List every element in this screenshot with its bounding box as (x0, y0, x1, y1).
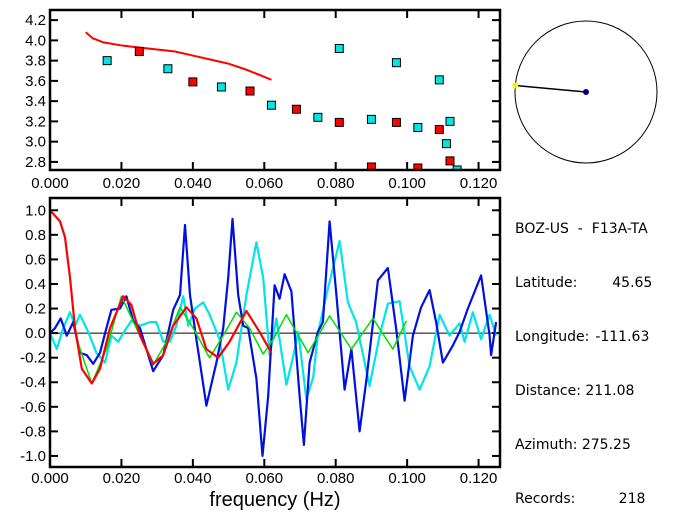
data-point-cyan (163, 64, 173, 74)
y-tick-label: 3.0 (25, 134, 46, 151)
y-tick-label: 0.0 (25, 325, 46, 342)
y-tick-label: -0.8 (20, 423, 46, 440)
info-latitude: Latitude: 45.65 (515, 274, 652, 292)
x-tick-label: 0.020 (103, 470, 141, 487)
azimuth-map (512, 20, 658, 164)
fit-curve (85, 31, 272, 81)
data-point-cyan (366, 114, 376, 124)
y-tick-label: -1.0 (20, 448, 46, 465)
y-tick-label: 4.2 (25, 12, 46, 29)
x-tick-label: 0.020 (103, 175, 141, 192)
x-tick-label: 0.040 (174, 470, 212, 487)
x-tick-label: 0.040 (174, 175, 212, 192)
data-point-cyan (313, 112, 323, 122)
station-info: BOZ-US - F13A-TA Latitude: 45.65 Longitud… (515, 184, 652, 526)
azimuth-label: Azimuth: (515, 437, 578, 453)
plot-area (85, 31, 462, 170)
series-line-green (76, 295, 408, 385)
data-point-red (188, 77, 198, 87)
series-line-red (50, 209, 273, 385)
data-point-cyan (391, 58, 401, 68)
data-point-red (245, 86, 255, 96)
x-tick-label: 0.100 (388, 470, 426, 487)
station-title: BOZ-US - F13A-TA (515, 221, 648, 237)
x-tick-label: 0.120 (460, 470, 498, 487)
data-point-red (134, 47, 144, 57)
y-tick-label: 0.4 (25, 276, 46, 293)
x-tick-label: 0.100 (388, 175, 426, 192)
distance-value: 211.08 (585, 383, 635, 399)
data-point-cyan (452, 165, 462, 170)
data-point-cyan (434, 75, 444, 85)
y-tick-label: 2.8 (25, 154, 46, 171)
longitude-value: -111.63 (595, 329, 650, 345)
data-point-red (445, 156, 455, 166)
x-tick-label: 0.060 (246, 175, 284, 192)
plot-area (50, 209, 500, 457)
data-point-cyan (445, 116, 455, 126)
map-circle (514, 20, 658, 164)
data-point-red (291, 104, 301, 114)
info-longitude: Longitude: -111.63 (515, 328, 652, 346)
y-tick-label: 3.8 (25, 53, 46, 70)
distance-label: Distance: (515, 383, 581, 399)
x-tick-label: 0.120 (460, 175, 498, 192)
plot-frame (48, 196, 502, 469)
data-point-red (366, 162, 376, 170)
data-point-cyan (102, 56, 112, 66)
x-tick-label: 0.080 (317, 470, 355, 487)
x-tick-label: 0.060 (246, 470, 284, 487)
y-tick-label: 3.4 (25, 93, 46, 110)
y-tick-label: 3.6 (25, 73, 46, 90)
data-point-cyan (266, 100, 276, 110)
x-tick-label: 0.080 (317, 175, 355, 192)
data-point-red (334, 117, 344, 127)
longitude-label: Longitude: (515, 329, 590, 345)
latitude-value: 45.65 (612, 275, 653, 291)
y-tick-label: 0.6 (25, 251, 46, 268)
info-records: Records: 218 (515, 490, 652, 508)
y-tick-label: 0.2 (25, 301, 46, 318)
data-point-cyan (441, 139, 451, 149)
series-line-cyan (50, 239, 498, 401)
y-tick-label: 0.8 (25, 227, 46, 244)
data-point-red (434, 124, 444, 134)
x-tick-label: 0.000 (31, 470, 69, 487)
data-point-cyan (413, 122, 423, 132)
data-point-cyan (216, 82, 226, 92)
azimuth-value: 275.25 (581, 437, 631, 453)
series-line-blue (50, 217, 498, 457)
y-tick-label: 4.0 (25, 32, 46, 49)
azimuth-line (515, 84, 587, 93)
latitude-label: Latitude: (515, 275, 578, 291)
data-point-red (413, 163, 423, 170)
x-axis-label: frequency (Hz) (209, 489, 340, 511)
y-tick-label: -0.4 (20, 374, 46, 391)
y-tick-label: -0.6 (20, 399, 46, 416)
y-tick-label: 1.0 (25, 202, 46, 219)
source-marker (583, 89, 589, 95)
data-point-cyan (334, 43, 344, 53)
records-value: 218 (618, 491, 646, 507)
y-tick-label: -0.2 (20, 350, 46, 367)
plot-panel-1: 0.000 0.020 0.040 0.060 0.080 0.100 0.120 -1.0 -… (20, 196, 502, 511)
x-tick-label: 0.000 (31, 175, 69, 192)
records-label: Records: (515, 491, 576, 507)
station-marker (512, 82, 519, 89)
plot-frame (48, 8, 502, 172)
data-point-red (391, 117, 401, 127)
y-tick-label: 3.2 (25, 113, 46, 130)
info-distance: Distance: 211.08 (515, 382, 652, 400)
plot-panel-0: 0.000 0.020 0.040 0.060 0.080 0.100 0.120 2.8 3.… (25, 8, 502, 192)
info-azimuth: Azimuth: 275.25 (515, 436, 652, 454)
